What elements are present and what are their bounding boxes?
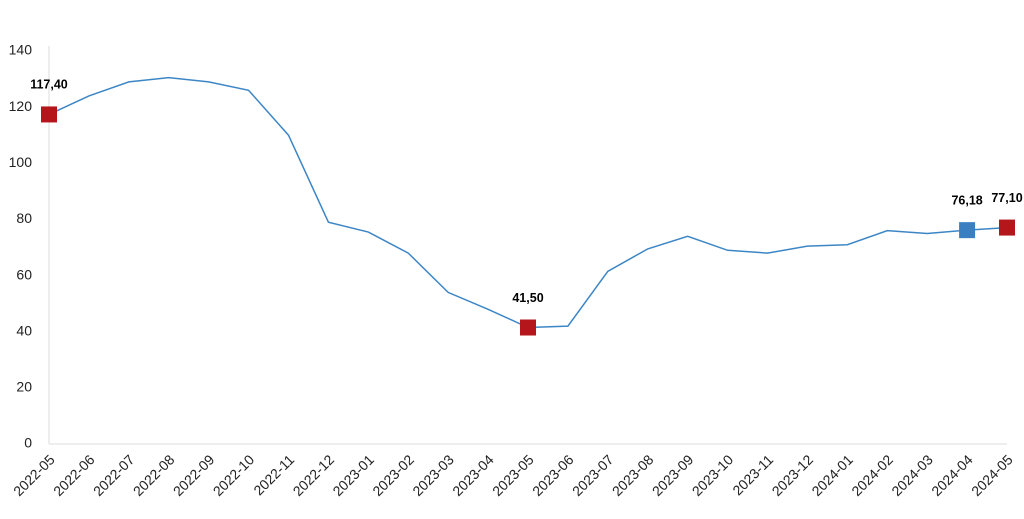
data-label: 76,18: [951, 193, 982, 207]
y-tick-label: 80: [16, 210, 32, 226]
data-label: 41,50: [512, 291, 543, 305]
x-tick-label: 2024-05: [968, 451, 1016, 499]
x-tick-label: 2022-10: [210, 451, 258, 499]
y-tick-label: 0: [24, 435, 32, 451]
y-tick-label: 140: [9, 42, 33, 58]
y-tick-label: 40: [16, 322, 32, 338]
y-tick-label: 20: [16, 379, 32, 395]
data-label: 117,40: [30, 78, 68, 92]
x-tick-label: 2024-03: [888, 451, 936, 499]
x-tick-label: 2022-09: [170, 451, 218, 499]
x-tick-label: 2024-01: [808, 451, 856, 499]
marker: [41, 106, 57, 123]
x-tick-label: 2022-07: [90, 451, 138, 499]
x-tick-label: 2022-12: [290, 451, 338, 499]
y-tick-label: 100: [9, 154, 33, 170]
data-label: 77,10: [991, 191, 1022, 205]
marker: [999, 219, 1015, 236]
marker: [520, 319, 536, 336]
y-tick-label: 120: [9, 98, 33, 114]
x-tick-label: 2023-04: [449, 451, 497, 499]
x-tick-label: 2023-10: [689, 451, 737, 499]
x-tick-label: 2023-11: [729, 451, 776, 498]
y-tick-label: 60: [16, 266, 32, 282]
x-tick-label: 2022-08: [130, 451, 178, 499]
x-tick-label: 2023-01: [329, 451, 377, 499]
x-tick-label: 2023-08: [609, 451, 657, 499]
x-tick-label: 2022-05: [10, 451, 58, 499]
x-tick-label: 2023-09: [649, 451, 697, 499]
marker: [959, 222, 976, 239]
x-tick-label: 2023-02: [369, 451, 417, 499]
x-tick-label: 2023-05: [489, 451, 537, 499]
x-tick-label: 2024-02: [848, 451, 896, 499]
x-tick-label: 2023-12: [769, 451, 817, 499]
x-tick-label: 2023-03: [409, 451, 457, 499]
x-tick-label: 2023-07: [569, 451, 617, 499]
x-tick-label: 2024-04: [928, 451, 976, 499]
x-tick-label: 2022-11: [250, 451, 297, 498]
x-tick-label: 2023-06: [529, 451, 577, 499]
x-tick-label: 2022-06: [50, 451, 98, 499]
